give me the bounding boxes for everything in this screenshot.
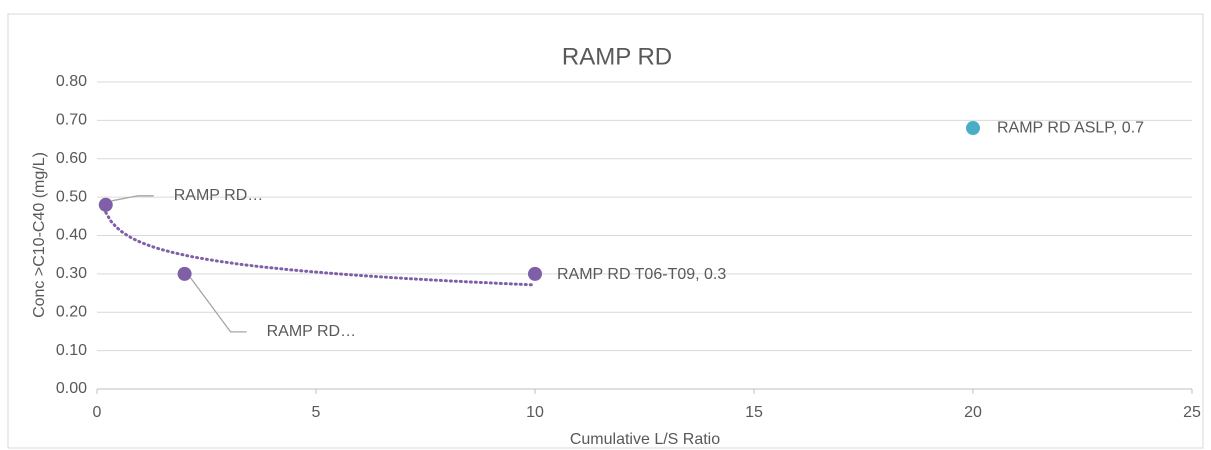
y-tick-label: 0.80 [56,73,87,90]
y-tick-label: 0.40 [56,227,87,244]
y-tick-label: 0.00 [56,380,87,397]
point [177,266,192,281]
x-axis-label: Cumulative L/S Ratio [570,431,720,448]
x-tick-label: 20 [964,404,982,421]
data-label: RAMP RD… [174,187,264,204]
chart-title: RAMP RD [562,43,672,70]
x-tick-label: 15 [745,404,763,421]
point [98,197,113,212]
data-label: RAMP RD T06-T09, 0.3 [557,266,726,283]
y-tick-label: 0.50 [56,188,87,205]
y-tick-label: 0.60 [56,150,87,167]
trendline [104,211,537,287]
x-tick-label: 5 [312,404,321,421]
point [528,266,542,281]
y-tick-label: 0.30 [56,265,87,282]
y-axis-label: Conc >C10-C40 (mg/L) [31,152,48,318]
x-tick-label: 0 [93,404,102,421]
y-tick-label: 0.70 [56,112,87,129]
y-tick-label: 0.20 [56,303,87,320]
data-label: RAMP RD ASLP, 0.7 [997,119,1144,136]
x-tick-label: 25 [1183,404,1201,421]
y-tick-label: 0.10 [56,342,87,359]
chart-border [7,13,1204,449]
x-tick-label: 10 [526,404,544,421]
leader-line [111,195,154,202]
leader-line [190,277,247,333]
data-label: RAMP RD… [267,323,357,340]
point [966,121,980,136]
